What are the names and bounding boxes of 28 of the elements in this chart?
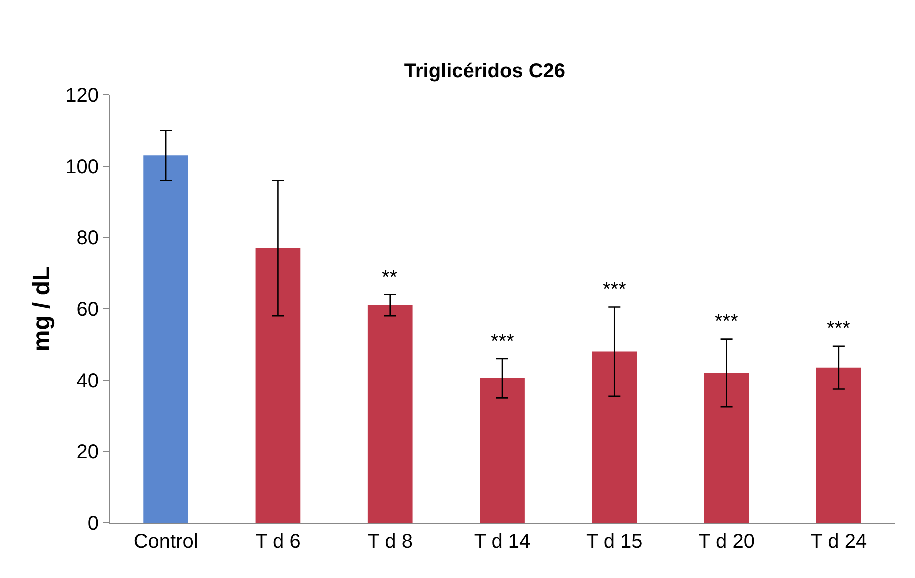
chart-title: Triglicéridos C26 (404, 60, 566, 83)
y-tick-label: 0 (88, 513, 99, 535)
bar (256, 248, 301, 523)
x-tick-label: T d 6 (256, 531, 301, 553)
x-tick-label: Control (134, 531, 198, 553)
bar (592, 352, 638, 523)
bar (480, 378, 525, 523)
y-tick-label: 60 (76, 299, 99, 321)
y-axis-title: mg / dL (28, 266, 56, 352)
data-label: ** (382, 267, 398, 289)
x-tick-label: T d 14 (474, 531, 531, 553)
data-label: *** (491, 331, 515, 353)
x-tick-label: T d 8 (368, 531, 413, 553)
y-tick-label: 100 (66, 156, 99, 178)
x-tick-label: T d 24 (810, 531, 868, 553)
bar (704, 373, 750, 523)
bar (144, 156, 188, 523)
x-tick-label: T d 15 (586, 531, 643, 553)
x-tick-label: T d 20 (698, 531, 755, 553)
data-label: *** (603, 279, 627, 301)
y-tick-label: 80 (76, 228, 99, 250)
data-label: *** (715, 311, 739, 333)
y-tick-label: 120 (66, 85, 99, 107)
bar (368, 305, 413, 523)
y-tick-label: 20 (76, 442, 99, 464)
data-label: *** (827, 318, 851, 340)
y-tick-label: 40 (76, 370, 99, 392)
bar (816, 368, 862, 523)
